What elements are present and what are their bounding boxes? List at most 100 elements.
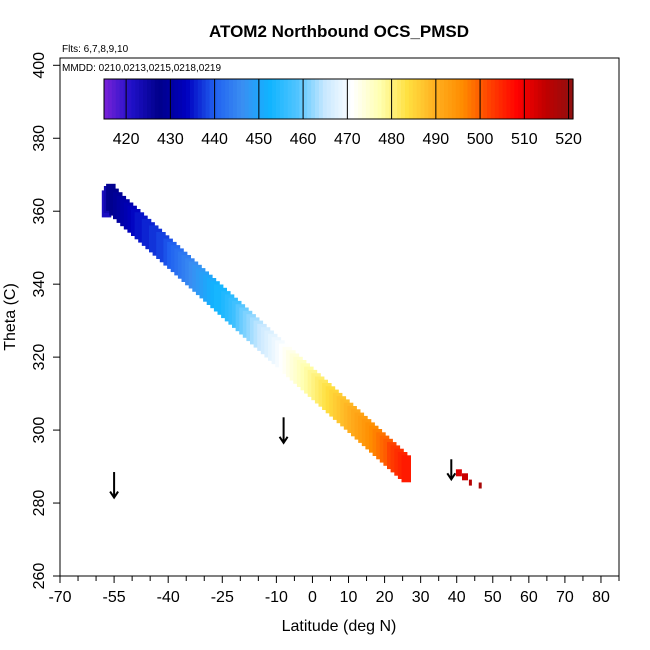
colorbar-segment [428,79,433,119]
colorbar-segment [545,79,551,119]
colorbar-segment [295,79,301,119]
colorbar-segment [455,79,461,119]
colorbar-segment [236,79,242,119]
y-tick-label: 360 [31,198,48,225]
arrow-head [109,491,119,500]
data-cell [455,469,462,477]
colorbar-segment [479,79,484,119]
colorbar-label: 470 [334,131,361,148]
colorbar-segment [518,79,523,119]
y-tick-label: 300 [31,417,48,444]
colorbar-segment [307,79,312,119]
colorbar-segment [131,79,136,119]
colorbar-segment [182,79,187,119]
colorbar-segment [358,79,363,119]
colorbar-segment [229,79,234,119]
colorbar-segment [514,79,519,119]
x-tick-label: 30 [412,589,430,606]
colorbar-segment [369,79,375,119]
colorbar-segment [506,79,512,119]
colorbar-segment [205,79,211,119]
colorbar-segment [232,79,238,119]
colorbar-segment [338,79,344,119]
colorbar-segment [299,79,304,119]
colorbar-segment [569,79,574,119]
arrow-marker [446,459,457,482]
colorbar-segment [565,79,570,119]
colorbar-segment [490,79,496,119]
colorbar-segment [541,79,547,119]
colorbar-segment [225,79,230,119]
colorbar-segment [111,79,117,119]
colorbar-segment [154,79,160,119]
colorbar-segment [150,79,156,119]
colorbar-segment [279,79,285,119]
colorbar-segment [170,79,175,119]
colorbar-segment [459,79,465,119]
arrow-marker [109,472,119,500]
x-tick-label: 40 [448,589,466,606]
y-tick-label: 320 [31,344,48,371]
colorbar-label: 480 [378,131,405,148]
colorbar-segment [361,79,367,119]
colorbar-segment [217,79,222,119]
colorbar-segment [451,79,457,119]
colorbar-segment [315,79,320,119]
colorbar-segment [510,79,515,119]
y-tick-label: 280 [31,490,48,517]
colorbar-segment [424,79,429,119]
x-tick-label: 50 [484,589,502,606]
colorbar-segment [404,79,410,119]
colorbar-segment [146,79,152,119]
colorbar-segment [526,79,531,119]
data-cell [462,473,468,481]
colorbar-segment [537,79,543,119]
arrow-marker [278,417,289,445]
colorbar-label: 490 [422,131,449,148]
arrow-head [446,472,457,482]
colorbar-segment [143,79,148,119]
colorbar-segment [533,79,539,119]
colorbar-segment [201,79,207,119]
colorbar-label: 430 [157,131,184,148]
colorbar-segment [291,79,297,119]
colorbar-segment [174,79,179,119]
colorbar-segment [494,79,500,119]
colorbar-segment [471,79,476,119]
x-tick-label: -40 [157,589,180,606]
colorbar-segment [268,79,273,119]
colorbar-label: 500 [467,131,494,148]
colorbar-segment [252,79,258,119]
colorbar-segment [557,79,562,119]
colorbar-segment [272,79,277,119]
colorbar-segment [189,79,195,119]
x-axis-label: Latitude (deg N) [282,618,397,635]
colorbar-segment [377,79,383,119]
data-cell [468,479,472,486]
colorbar-segment [416,79,422,119]
data-cell [478,482,482,489]
y-tick-label: 260 [31,563,48,590]
colorbar-segment [115,79,121,119]
colorbar-segment [318,79,324,119]
colorbar: 420 430 440 450 460 470 480 490 500 510 520 [103,78,582,148]
colorbar-segment [330,79,336,119]
data-cell [401,455,411,483]
colorbar-segment [213,79,218,119]
colorbar-segment [408,79,414,119]
colorbar-segment [240,79,246,119]
colorbar-segment [385,79,390,119]
colorbar-label: 440 [201,131,228,148]
colorbar-segment [139,79,144,119]
chart-title: ATOM2 Northbound OCS_PMSD [209,22,469,41]
colorbar-label: 460 [290,131,317,148]
colorbar-segment [283,79,289,119]
colorbar-segment [342,79,347,119]
colorbar-segment [162,79,168,119]
colorbar-label: 450 [246,131,273,148]
colorbar-segment [350,79,355,119]
colorbar-segment [166,79,172,119]
colorbar-label: 520 [555,131,582,148]
colorbar-segment [178,79,183,119]
